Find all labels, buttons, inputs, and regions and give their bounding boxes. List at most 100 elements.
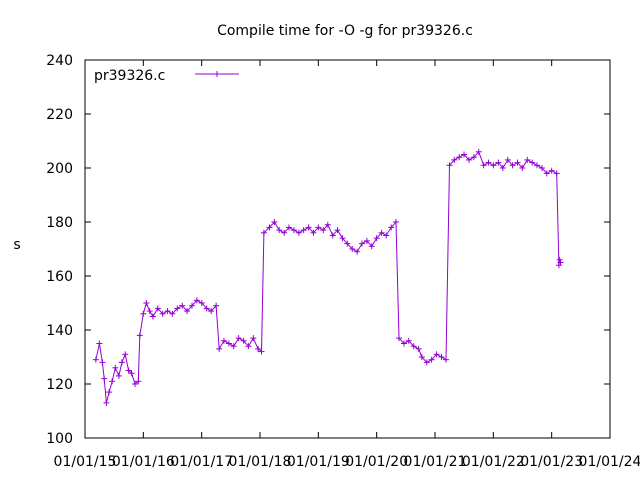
data-point	[475, 148, 482, 155]
data-point	[198, 300, 205, 306]
y-axis-label: s	[13, 237, 20, 253]
x-tick-label: 01/01/17	[170, 454, 233, 470]
data-point	[514, 159, 521, 166]
data-point	[534, 162, 541, 169]
data-point	[216, 345, 223, 352]
data-point	[378, 229, 385, 236]
plot-border	[84, 59, 611, 439]
data-point	[358, 240, 365, 247]
data-point	[125, 367, 132, 374]
data-point	[465, 156, 472, 163]
data-point	[118, 359, 125, 366]
data-point	[174, 305, 181, 312]
data-point	[281, 229, 288, 236]
y-tick-label: 120	[46, 377, 73, 393]
data-point	[495, 159, 502, 166]
series-line	[95, 150, 561, 404]
data-point	[136, 332, 143, 339]
data-point	[538, 165, 545, 171]
data-point	[193, 297, 200, 304]
data-point	[96, 340, 103, 347]
data-point	[179, 302, 186, 309]
data-point	[480, 162, 487, 169]
data-point	[557, 259, 564, 266]
data-point	[220, 337, 227, 344]
x-tick-label: 01/01/21	[404, 454, 467, 470]
x-tick-label: 01/01/18	[229, 454, 292, 470]
data-point	[164, 308, 171, 315]
data-point	[344, 240, 351, 247]
data-point	[415, 345, 422, 352]
data-point	[143, 300, 150, 306]
data-point	[101, 375, 108, 382]
y-tick-label: 100	[46, 431, 73, 447]
data-point	[295, 229, 302, 236]
data-point	[349, 246, 356, 252]
data-point	[300, 227, 307, 234]
data-point	[438, 354, 445, 360]
data-point	[146, 308, 153, 315]
data-point	[276, 227, 283, 234]
data-point	[208, 308, 215, 315]
data-point	[329, 232, 336, 239]
data-point	[260, 229, 267, 236]
data-point	[368, 243, 375, 250]
data-point	[490, 162, 497, 169]
data-point	[140, 310, 147, 317]
x-tick-label: 01/01/19	[287, 454, 350, 470]
data-point	[106, 389, 113, 396]
data-point	[230, 343, 237, 350]
y-tick-label: 220	[46, 107, 73, 123]
data-point	[245, 343, 252, 350]
data-point	[109, 378, 116, 385]
y-tick-label: 180	[46, 215, 73, 231]
data-point	[315, 224, 322, 231]
data-point	[122, 351, 129, 358]
data-point	[363, 237, 370, 244]
data-point	[271, 219, 278, 225]
data-point	[250, 335, 257, 342]
data-point	[334, 227, 341, 234]
data-point	[310, 229, 317, 236]
data-point	[99, 359, 106, 366]
data-point	[418, 354, 425, 360]
data-point	[189, 302, 196, 309]
data-point	[203, 305, 210, 312]
data-point	[423, 359, 430, 366]
data-point	[400, 340, 407, 347]
data-point	[405, 337, 412, 344]
data-point	[92, 356, 99, 363]
x-tick-label: 01/01/23	[520, 454, 583, 470]
data-point	[159, 310, 166, 317]
data-point	[169, 310, 176, 317]
y-tick-label: 160	[46, 269, 73, 285]
data-point	[470, 154, 477, 161]
data-point	[240, 337, 247, 344]
data-point	[354, 248, 361, 255]
data-point	[519, 165, 526, 171]
data-point	[461, 151, 468, 158]
data-point	[115, 372, 122, 379]
data-point	[103, 399, 110, 406]
data-point	[529, 159, 536, 166]
data-point	[235, 335, 242, 342]
data-point	[131, 381, 138, 387]
data-point	[451, 156, 458, 163]
data-point	[388, 224, 395, 231]
data-point	[266, 224, 273, 231]
data-point	[456, 154, 463, 161]
data-point	[553, 170, 560, 177]
data-point	[128, 370, 135, 377]
data-point	[524, 156, 531, 163]
data-point	[410, 343, 417, 350]
data-point	[555, 262, 562, 269]
x-tick-label: 01/01/15	[54, 454, 117, 470]
data-point	[383, 232, 390, 239]
data-point	[255, 345, 262, 352]
series-layer	[92, 148, 564, 406]
y-tick-label: 240	[46, 53, 73, 69]
data-point	[320, 227, 327, 234]
data-point	[184, 308, 191, 315]
data-point	[373, 235, 380, 242]
